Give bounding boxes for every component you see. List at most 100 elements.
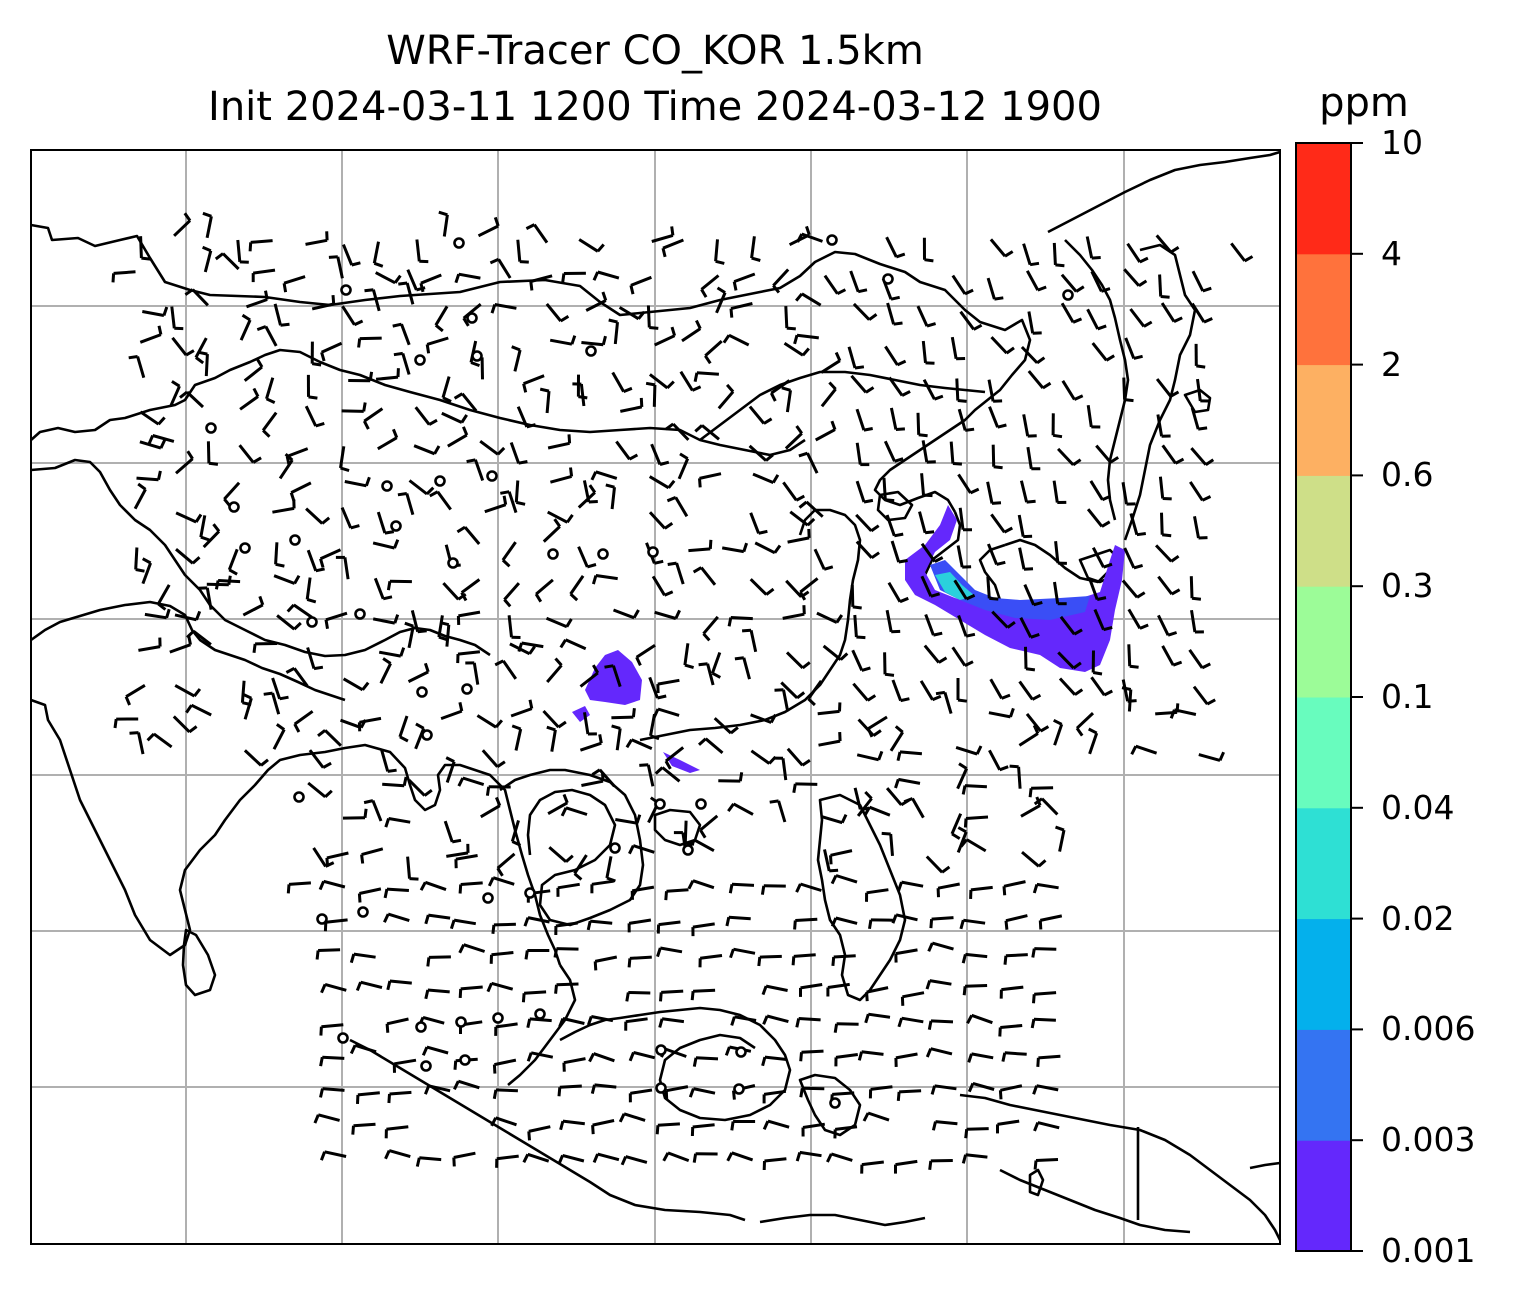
wind-barb <box>818 739 841 747</box>
wind-barb <box>598 768 616 788</box>
wind-barb-flag <box>569 467 574 477</box>
wind-barb-flag <box>1174 457 1185 465</box>
wind-barb-flag <box>679 452 689 460</box>
wind-barb-flag <box>460 591 468 602</box>
wind-barb <box>921 440 929 463</box>
wind-barb-flag <box>185 704 193 714</box>
wind-barb-flag <box>426 957 431 967</box>
wind-barb <box>546 664 563 683</box>
wind-barb-flag <box>608 318 618 324</box>
wind-barb <box>750 749 771 765</box>
wind-barb-flag <box>927 1020 933 1030</box>
wind-barb-flag <box>834 351 842 362</box>
wind-barb <box>1129 513 1139 536</box>
calm-wind-circle <box>492 1012 504 1024</box>
wind-barb <box>989 238 1007 258</box>
wind-barb-flag <box>384 1149 391 1160</box>
wind-barb <box>579 383 586 407</box>
wind-barb-flag <box>625 738 633 749</box>
coast-new-guinea-south <box>999 1168 1191 1234</box>
wind-barb <box>437 615 444 638</box>
wind-barb <box>497 258 512 279</box>
wind-barb-flag <box>415 1157 421 1167</box>
wind-barb-flag <box>965 593 976 601</box>
wind-barb <box>855 408 866 431</box>
wind-barb-flag <box>964 660 974 667</box>
wind-barb-flag <box>829 855 833 865</box>
wind-barb <box>585 299 607 312</box>
wind-barb <box>916 305 929 327</box>
wind-barb-flag <box>502 495 508 505</box>
wind-barb <box>648 373 669 390</box>
wind-barb <box>290 481 312 494</box>
wind-barb-flag <box>315 950 320 960</box>
wind-barb-flag <box>423 662 430 673</box>
wind-barb-flag <box>434 324 444 333</box>
wind-barb <box>777 800 787 823</box>
wind-barb-flag <box>319 1026 323 1036</box>
wind-barb <box>1198 753 1221 762</box>
wind-barb <box>443 820 454 843</box>
wind-barb <box>813 548 826 570</box>
wind-barb <box>1124 337 1136 359</box>
wind-barb <box>1155 378 1172 398</box>
wind-barb <box>428 1084 451 1093</box>
wind-barb-flag <box>458 988 463 998</box>
wind-barb <box>648 511 666 530</box>
wind-barb-flag <box>927 942 934 952</box>
wind-barb <box>597 270 620 280</box>
wind-barb <box>1060 302 1075 324</box>
wind-barb <box>406 856 411 879</box>
wind-barb-flag <box>445 756 455 763</box>
wind-barb <box>1058 829 1066 852</box>
wind-barb <box>1088 578 1099 601</box>
wind-barb <box>895 1052 918 1060</box>
wind-barb <box>243 365 263 382</box>
wind-barb <box>683 643 690 666</box>
wind-barb <box>852 682 869 702</box>
wind-barb <box>375 375 399 381</box>
wind-barb-flag <box>757 956 762 967</box>
wind-barb-flag <box>829 868 839 873</box>
wind-barb-flag <box>795 494 805 502</box>
wind-barb-flag <box>760 885 766 895</box>
wind-barb-flag <box>806 517 816 527</box>
wind-barb-flag <box>896 359 907 367</box>
wind-barb <box>1017 766 1022 789</box>
wind-barb <box>194 337 208 359</box>
wind-barb <box>324 729 342 747</box>
wind-barb <box>955 745 978 756</box>
wind-barb-flag <box>734 656 744 661</box>
wind-barb <box>611 665 622 688</box>
wind-barb-flag <box>424 989 430 1000</box>
colorbar-unit-label: ppm <box>1319 80 1409 126</box>
wind-barb-flag <box>212 523 221 533</box>
wind-barb <box>646 305 651 328</box>
wind-barb-flag <box>652 708 660 718</box>
wind-barb-flag <box>492 1064 497 1074</box>
wind-barb-flag <box>795 292 804 302</box>
wind-barb <box>1160 512 1164 535</box>
wind-barb <box>610 487 616 510</box>
wind-barb <box>1127 689 1133 712</box>
wind-barb <box>492 876 515 886</box>
wind-barb <box>239 395 259 411</box>
wind-barb <box>666 1085 689 1093</box>
wind-barb-flag <box>665 422 675 431</box>
wind-barb <box>898 777 921 785</box>
wind-barb-flag <box>522 383 528 393</box>
wind-barb <box>1040 797 1059 816</box>
wind-barb <box>931 941 954 951</box>
wind-barb <box>342 244 354 266</box>
colorbar-segment <box>1296 807 1351 920</box>
wind-barb <box>557 882 580 890</box>
wind-barb <box>759 954 782 959</box>
wind-barb <box>957 614 968 637</box>
wind-barb <box>1174 708 1197 716</box>
wind-barb <box>353 1122 376 1128</box>
wind-barb-flag <box>518 460 528 465</box>
wind-barb-flag <box>901 390 911 397</box>
wind-barb <box>434 305 449 326</box>
wind-barb-flag <box>1030 632 1040 639</box>
wind-barb <box>1037 1121 1060 1130</box>
